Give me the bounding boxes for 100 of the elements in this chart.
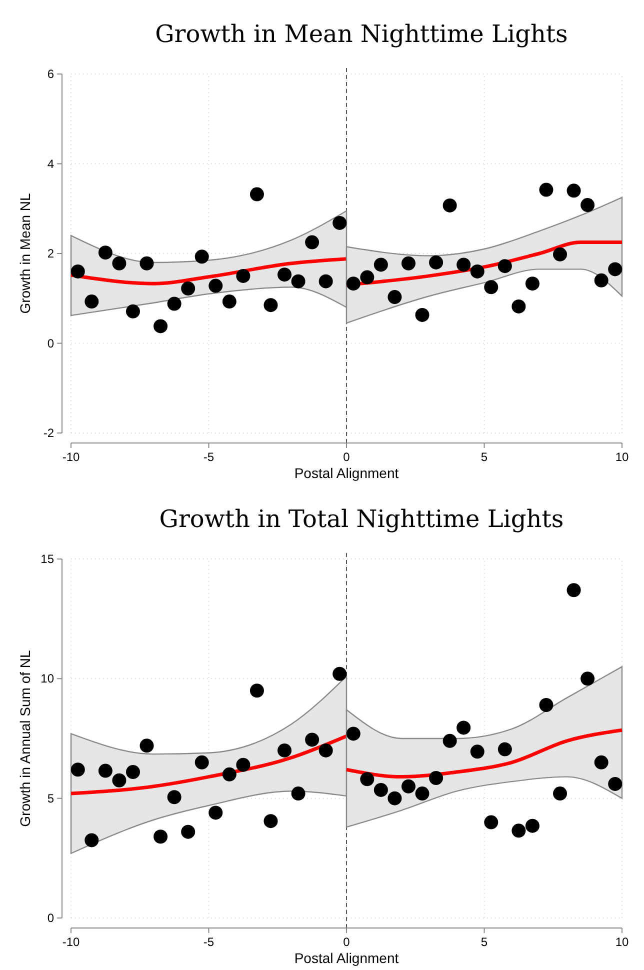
point	[415, 308, 430, 322]
point	[374, 258, 388, 272]
point	[264, 814, 278, 828]
point	[484, 280, 498, 294]
point	[208, 806, 223, 820]
point	[208, 278, 223, 293]
x-tick-label: -5	[203, 450, 214, 464]
point	[346, 726, 360, 741]
point	[374, 782, 388, 797]
y-tick-label: 0	[47, 336, 54, 350]
point	[332, 666, 347, 681]
line-series	[344, 728, 624, 779]
x-axis-title: Postal Alignment	[294, 950, 399, 966]
point	[126, 765, 140, 780]
point	[236, 758, 250, 772]
point	[401, 779, 416, 794]
chart-title: Growth in Mean Nighttime Lights	[155, 20, 568, 48]
point	[194, 755, 209, 770]
point	[305, 732, 320, 747]
point	[278, 743, 292, 758]
y-tick-label: -2	[43, 426, 54, 440]
point	[154, 319, 168, 334]
point	[360, 270, 374, 284]
point	[84, 833, 99, 848]
point	[553, 247, 568, 262]
point	[140, 738, 154, 753]
x-axis-title: Postal Alignment	[294, 465, 399, 481]
y-tick-label: 5	[47, 791, 54, 806]
x-tick-label: -10	[62, 450, 80, 464]
y-tick-label: 10	[40, 672, 54, 686]
point	[98, 246, 112, 260]
point	[594, 755, 608, 770]
x-tick-label: 5	[480, 450, 488, 464]
point	[167, 296, 182, 311]
y-tick-label: 15	[40, 552, 54, 566]
y-axis-title: Growth in Mean NL	[17, 192, 33, 314]
point	[484, 815, 498, 830]
y-tick-label: 6	[47, 67, 54, 81]
point	[525, 276, 540, 291]
point	[126, 304, 140, 318]
y-tick-label: 4	[47, 156, 54, 171]
point	[608, 776, 622, 791]
point	[512, 824, 526, 838]
chart-title: Growth in Total Nighttime Lights	[159, 505, 564, 533]
x-tick-label: 5	[480, 935, 488, 949]
point	[512, 299, 526, 314]
x-tick-label: 10	[615, 935, 629, 949]
point	[401, 256, 416, 270]
point	[250, 684, 264, 698]
point	[470, 744, 484, 759]
point	[181, 824, 196, 839]
point	[525, 818, 540, 833]
point	[429, 770, 444, 785]
point	[539, 182, 554, 197]
point	[388, 290, 402, 304]
point	[608, 262, 622, 276]
point	[388, 791, 402, 806]
point	[222, 767, 236, 782]
point	[278, 268, 292, 282]
x-tick-label: 0	[343, 450, 350, 464]
x-tick-label: -5	[203, 935, 214, 949]
point	[360, 772, 374, 786]
point	[70, 762, 85, 777]
y-tick-label: 0	[47, 911, 54, 925]
point	[332, 216, 347, 230]
point	[456, 720, 471, 735]
point	[498, 259, 512, 274]
point	[291, 274, 306, 288]
x-tick-label: 10	[615, 450, 629, 464]
point	[250, 187, 264, 202]
point	[112, 773, 126, 788]
point	[442, 734, 457, 748]
y-axis-title: Growth in Annual Sum of NL	[17, 650, 33, 827]
x-tick-label: 0	[343, 935, 350, 949]
point	[167, 790, 182, 804]
point	[580, 198, 595, 212]
point	[594, 273, 608, 288]
point	[498, 742, 512, 756]
point	[456, 258, 471, 272]
point	[305, 235, 320, 250]
point	[181, 282, 196, 296]
point	[84, 294, 99, 309]
point	[442, 198, 457, 212]
point	[140, 256, 154, 270]
point	[70, 264, 85, 278]
point	[194, 250, 209, 264]
point	[566, 583, 581, 598]
point	[236, 268, 250, 283]
point	[318, 274, 333, 288]
point	[470, 264, 484, 278]
point	[553, 786, 568, 801]
y-tick-label: 2	[47, 246, 54, 260]
x-tick-label: -10	[62, 935, 80, 949]
point	[539, 698, 554, 712]
point	[415, 786, 430, 801]
point	[318, 743, 333, 758]
point	[264, 298, 278, 312]
point	[566, 184, 581, 198]
point	[429, 255, 444, 270]
point	[222, 294, 236, 309]
